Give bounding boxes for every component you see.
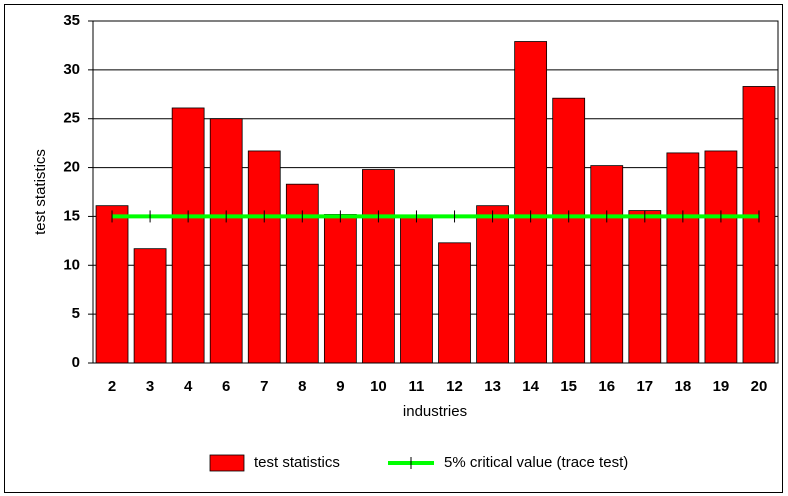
legend-label: 5% critical value (trace test) (444, 454, 628, 471)
y-axis-label: test statistics (32, 149, 49, 235)
x-tick-label: 17 (636, 378, 653, 395)
x-tick-label: 18 (675, 378, 692, 395)
bar (171, 107, 205, 364)
bar (476, 205, 509, 364)
bar (323, 214, 357, 364)
x-tick-label: 12 (446, 378, 463, 395)
y-tick-label: 5 (72, 305, 80, 322)
x-tick-label: 19 (713, 378, 730, 395)
bar (95, 205, 129, 364)
legend-label: test statistics (254, 454, 340, 471)
y-tick-label: 10 (63, 256, 80, 273)
x-axis-label: industries (403, 403, 467, 420)
bar (209, 118, 243, 364)
y-tick-label: 25 (63, 110, 80, 127)
bar (590, 165, 624, 364)
x-tick-label: 9 (336, 378, 344, 395)
x-tick-label: 7 (260, 378, 268, 395)
x-tick-label: 20 (751, 378, 768, 395)
bar (438, 242, 471, 364)
bar (514, 41, 548, 364)
bar (552, 97, 586, 364)
x-tick-label: 15 (560, 378, 577, 395)
x-tick-label: 14 (522, 378, 539, 395)
y-tick-label: 20 (63, 159, 80, 176)
x-tick-label: 6 (222, 378, 230, 395)
bar (362, 169, 395, 364)
bar (666, 152, 700, 364)
y-tick-label: 30 (63, 61, 80, 78)
plot-area (92, 20, 779, 364)
y-tick-label: 15 (63, 207, 80, 224)
x-tick-label: 3 (146, 378, 154, 395)
legend-swatch (209, 454, 245, 472)
x-tick-label: 2 (108, 378, 116, 395)
bar (742, 86, 776, 364)
bar (704, 150, 738, 364)
bar (628, 210, 662, 364)
x-tick-label: 4 (184, 378, 193, 395)
x-tick-label: 11 (409, 378, 425, 395)
x-tick-label: 8 (298, 378, 306, 395)
bar (247, 150, 281, 364)
y-tick-label: 35 (63, 12, 80, 29)
x-tick-label: 13 (484, 378, 501, 395)
bar (400, 216, 433, 364)
bar (133, 248, 167, 364)
y-tick-label: 0 (72, 354, 80, 371)
x-tick-label: 10 (370, 378, 387, 395)
x-tick-label: 16 (598, 378, 615, 395)
